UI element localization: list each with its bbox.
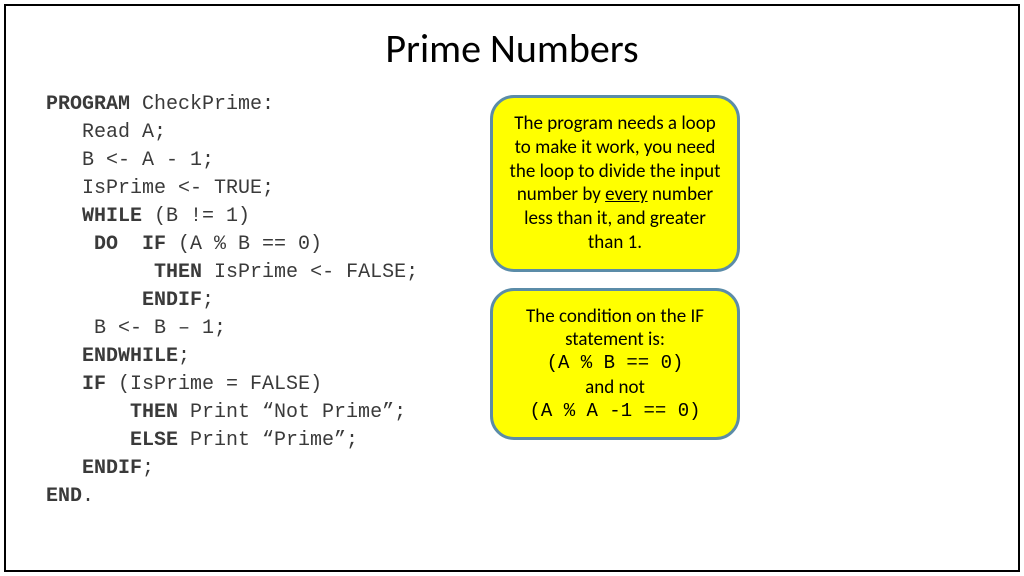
code-line: B <- A - 1; [46, 149, 214, 172]
code-line: THEN Print “Not Prime”; [46, 401, 406, 424]
code-line: ENDWHILE; [46, 345, 190, 368]
code-snippet: (A % B == 0) [509, 352, 721, 376]
code-line: B <- B – 1; [46, 317, 226, 340]
code-line: PROGRAM CheckPrime: [46, 93, 274, 116]
code-line: END. [46, 485, 94, 508]
code-line: WHILE (B != 1) [46, 205, 250, 228]
code-line: ENDIF; [46, 457, 154, 480]
content-row: PROGRAM CheckPrime: Read A; B <- A - 1; … [46, 91, 978, 511]
callout-condition-explain: The condition on the IF statement is: (A… [490, 288, 740, 441]
code-line: IF (IsPrime = FALSE) [46, 373, 322, 396]
code-line: ELSE Print “Prime”; [46, 429, 358, 452]
callout-column: The program needs a loop to make it work… [490, 91, 740, 511]
code-line: IsPrime <- TRUE; [46, 177, 274, 200]
page-title: Prime Numbers [46, 24, 978, 73]
code-line: ENDIF; [46, 289, 214, 312]
code-snippet: (A % A -1 == 0) [509, 400, 721, 424]
code-line: Read A; [46, 121, 166, 144]
code-line: THEN IsPrime <- FALSE; [46, 261, 418, 284]
callout-loop-explain: The program needs a loop to make it work… [490, 95, 740, 272]
underlined-word: every [605, 183, 648, 206]
code-line: DO IF (A % B == 0) [46, 233, 322, 256]
slide-frame: Prime Numbers PROGRAM CheckPrime: Read A… [4, 4, 1020, 572]
pseudocode-block: PROGRAM CheckPrime: Read A; B <- A - 1; … [46, 91, 466, 511]
